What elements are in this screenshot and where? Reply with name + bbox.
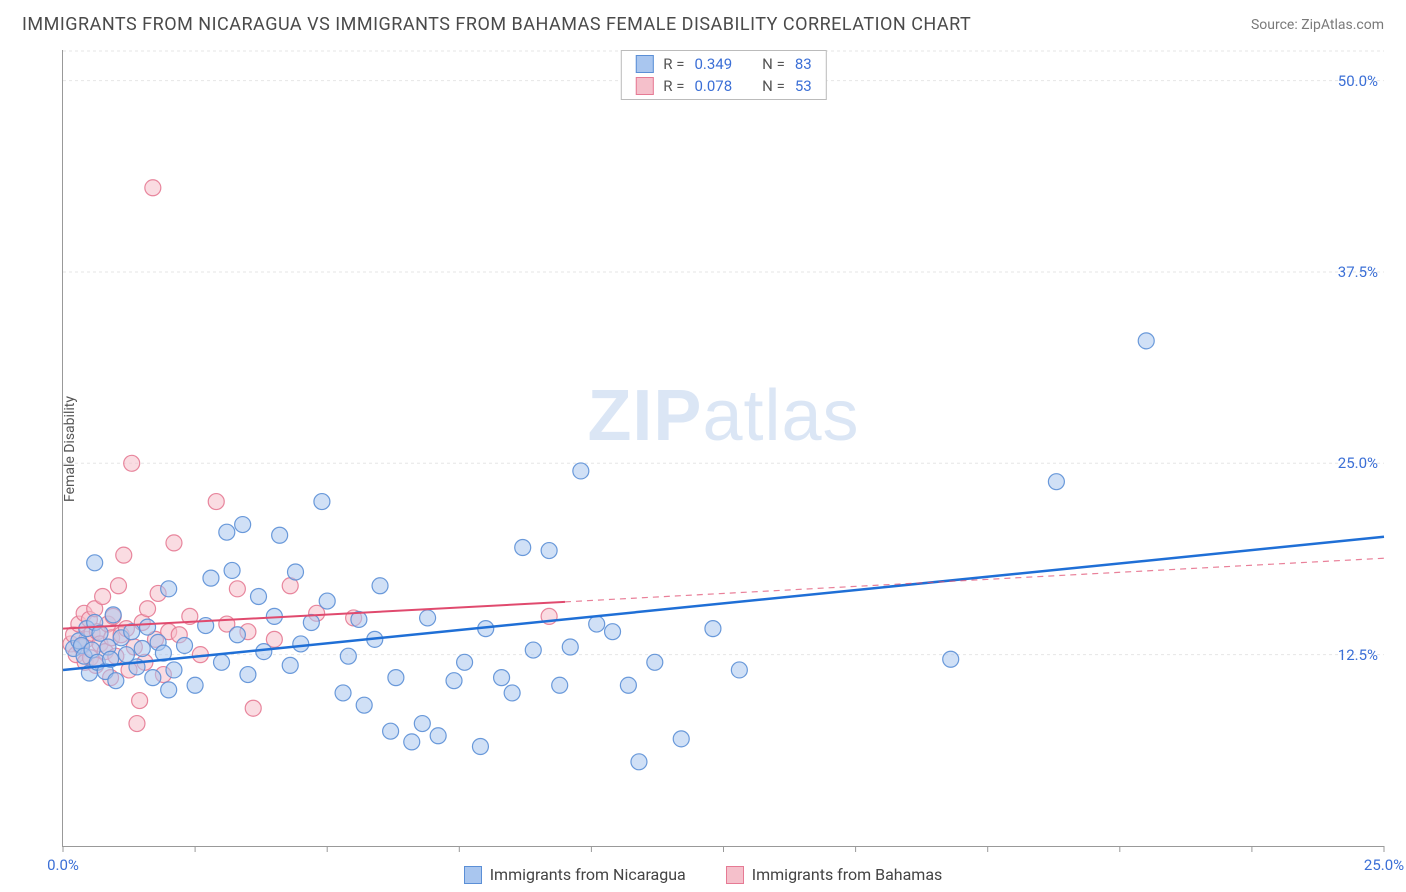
legend-swatch [635,77,653,95]
legend-row: R = 0.349 N = 83 [621,53,825,75]
n-label: N = [762,77,785,95]
n-value: 83 [795,55,812,73]
legend-label: Immigrants from Nicaragua [490,865,686,884]
correlation-legend: R = 0.349 N = 83 R = 0.078 N = 53 [620,50,826,100]
plot-region: ZIPatlas R =0.349N =83R =0.078N =53 12.5… [62,50,1384,847]
r-label: R = [663,77,684,95]
r-value: 0.078 [694,77,732,95]
legend-swatch [464,866,482,884]
legend-swatch [635,55,653,73]
n-label: N = [762,55,785,73]
legend-item: Immigrants from Nicaragua [464,865,686,884]
legend-item: Immigrants from Bahamas [726,865,943,884]
chart-area: Female Disability ZIPatlas R =0.349N =83… [22,50,1384,847]
r-label: R = [663,55,684,73]
n-value: 53 [795,77,812,95]
y-tick-label: 12.5% [1338,646,1378,664]
series-legend: Immigrants from Nicaragua Immigrants from… [0,865,1406,884]
legend-label: Immigrants from Bahamas [752,865,943,884]
y-tick-label: 25.0% [1338,454,1378,472]
scatter-plot-svg [63,50,1384,846]
legend-swatch [726,866,744,884]
y-tick-label: 37.5% [1338,263,1378,281]
r-value: 0.349 [694,55,732,73]
chart-title: IMMIGRANTS FROM NICARAGUA VS IMMIGRANTS … [22,14,971,35]
y-tick-label: 50.0% [1338,72,1378,90]
source-label: Source: ZipAtlas.com [1251,17,1384,33]
legend-row: R = 0.078 N = 53 [621,75,825,97]
header: IMMIGRANTS FROM NICARAGUA VS IMMIGRANTS … [0,0,1406,41]
